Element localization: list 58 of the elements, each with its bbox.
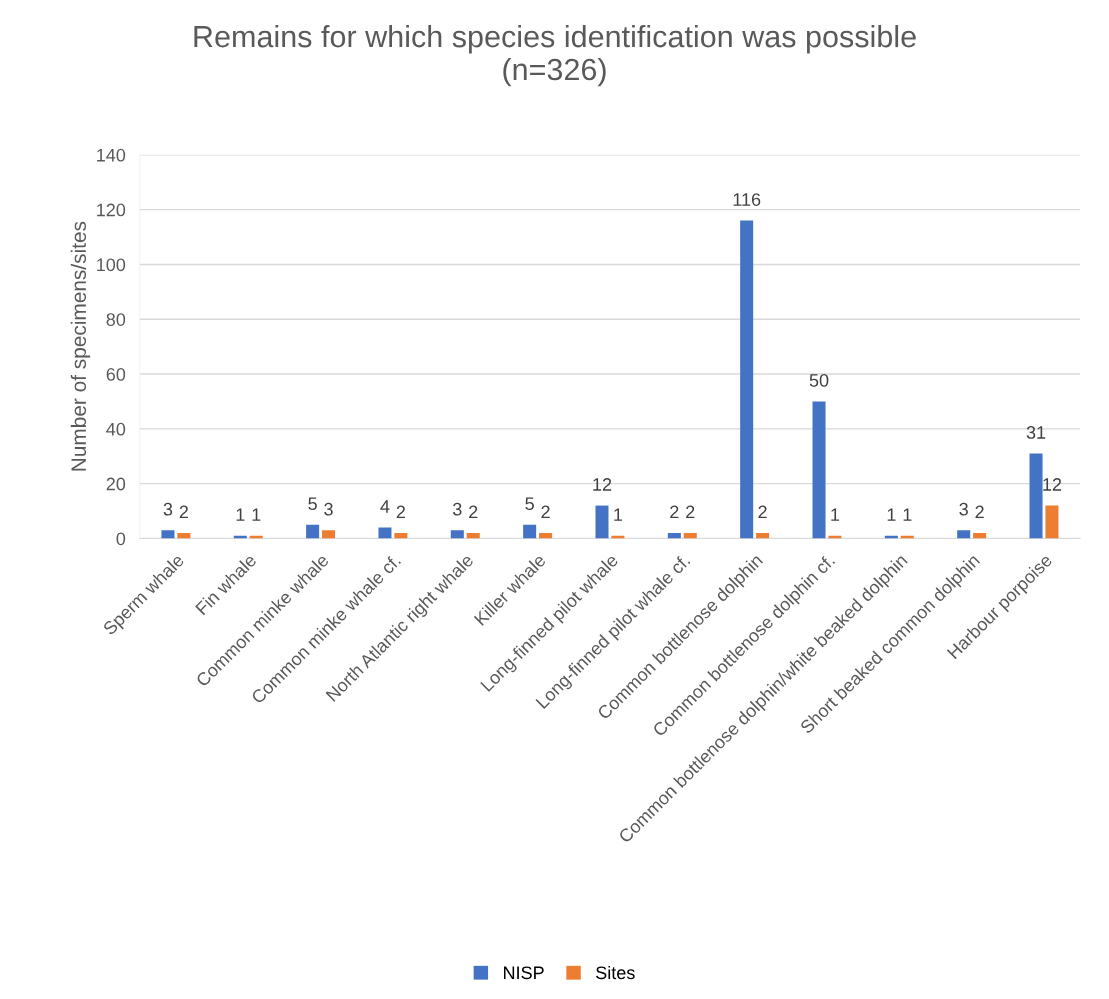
data-label: 2 [670,505,679,519]
bar [595,505,609,539]
data-label: 4 [380,500,390,513]
data-label: 2 [469,505,478,519]
y-tick-label: 100 [97,258,126,272]
bar [539,532,553,539]
y-tick-label: 20 [106,477,126,491]
bar [957,530,971,539]
data-label: 5 [525,497,534,511]
bar [177,532,191,539]
bar [1045,505,1059,539]
data-label: 2 [396,505,405,519]
data-label: 1 [887,508,896,521]
bar [523,524,537,539]
data-label: 3 [452,502,462,516]
data-label: 2 [179,505,188,519]
bar [667,532,681,539]
legend-label: Sites [596,965,635,980]
data-label: 12 [1043,478,1062,491]
bar [683,532,697,539]
bar [756,532,770,539]
bar [378,527,392,539]
data-label: 2 [541,505,550,519]
data-label: 1 [831,508,840,521]
data-label: 12 [593,478,612,491]
bar [450,530,464,539]
y-axis-title: Number of specimens/sites [70,221,91,471]
bar [1029,453,1043,539]
data-label: 1 [903,508,912,521]
data-label: 1 [236,508,245,521]
y-tick-label: 0 [116,532,126,546]
data-label: 2 [758,505,767,519]
chart-title: Remains for which species identification was possible (n=326) [194,24,916,87]
data-label: 5 [308,497,317,511]
data-label: 2 [686,505,695,519]
y-tick-label: 40 [106,422,126,436]
bar [306,524,320,539]
data-label: 1 [252,508,261,521]
bar [161,530,175,539]
bar [394,532,408,539]
bar [812,401,826,539]
bar [740,220,754,539]
data-label: 3 [324,502,333,516]
y-tick-label: 60 [106,367,126,381]
y-tick-label: 140 [97,148,126,162]
data-label: 2 [975,505,984,519]
bar [973,532,987,539]
bar [466,532,480,539]
bar [322,530,336,539]
data-label: 3 [163,502,173,516]
y-tick-label: 80 [106,313,126,326]
y-tick-label: 120 [97,203,126,217]
data-label: 1 [614,508,623,521]
data-label: 116 [733,193,761,206]
legend-label: NISP [504,966,544,980]
data-label: 50 [809,373,829,387]
data-label: 31 [1026,426,1046,439]
data-label: 3 [959,502,968,516]
